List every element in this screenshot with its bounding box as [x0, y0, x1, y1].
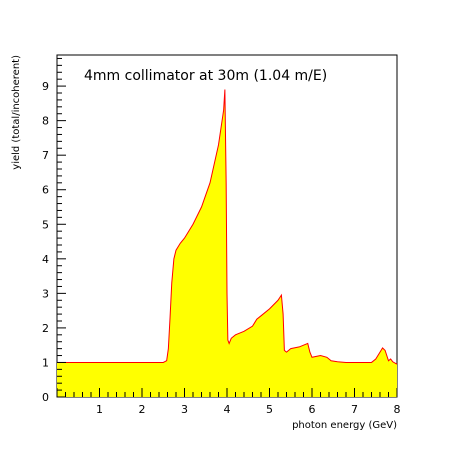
x-tick-label: 3	[181, 403, 188, 416]
x-tick-label: 7	[351, 403, 358, 416]
y-tick-label: 7	[42, 149, 49, 162]
chart-title: 4mm collimator at 30m (1.04 m/E)	[84, 68, 327, 84]
series-area	[57, 89, 397, 398]
y-tick-label: 0	[42, 391, 49, 404]
series-layer	[57, 89, 398, 398]
x-axis-label: photon energy (GeV)	[292, 420, 397, 431]
x-tick-label: 1	[96, 403, 103, 416]
axis-layer: 0 1 2 3 4 5 6 7 8 9 1 2 3 4 5 6 7 8	[42, 57, 401, 416]
x-tick-label: 4	[224, 403, 231, 416]
x-tick-label: 8	[394, 403, 401, 416]
y-axis-label: yield (total/incoherent)	[11, 55, 22, 170]
y-tick-label: 9	[42, 80, 49, 93]
y-tick-label: 1	[42, 356, 49, 369]
y-tick-label: 2	[42, 322, 49, 335]
y-tick-label: 3	[42, 287, 49, 300]
y-tick-label: 6	[42, 184, 49, 197]
x-tick-label: 5	[266, 403, 273, 416]
y-tick-label: 5	[42, 218, 49, 231]
y-tick-label: 8	[42, 115, 49, 128]
series-line	[57, 89, 398, 365]
x-tick-label: 6	[309, 403, 316, 416]
y-tick-label: 4	[42, 253, 49, 266]
x-tick-label: 2	[139, 403, 146, 416]
